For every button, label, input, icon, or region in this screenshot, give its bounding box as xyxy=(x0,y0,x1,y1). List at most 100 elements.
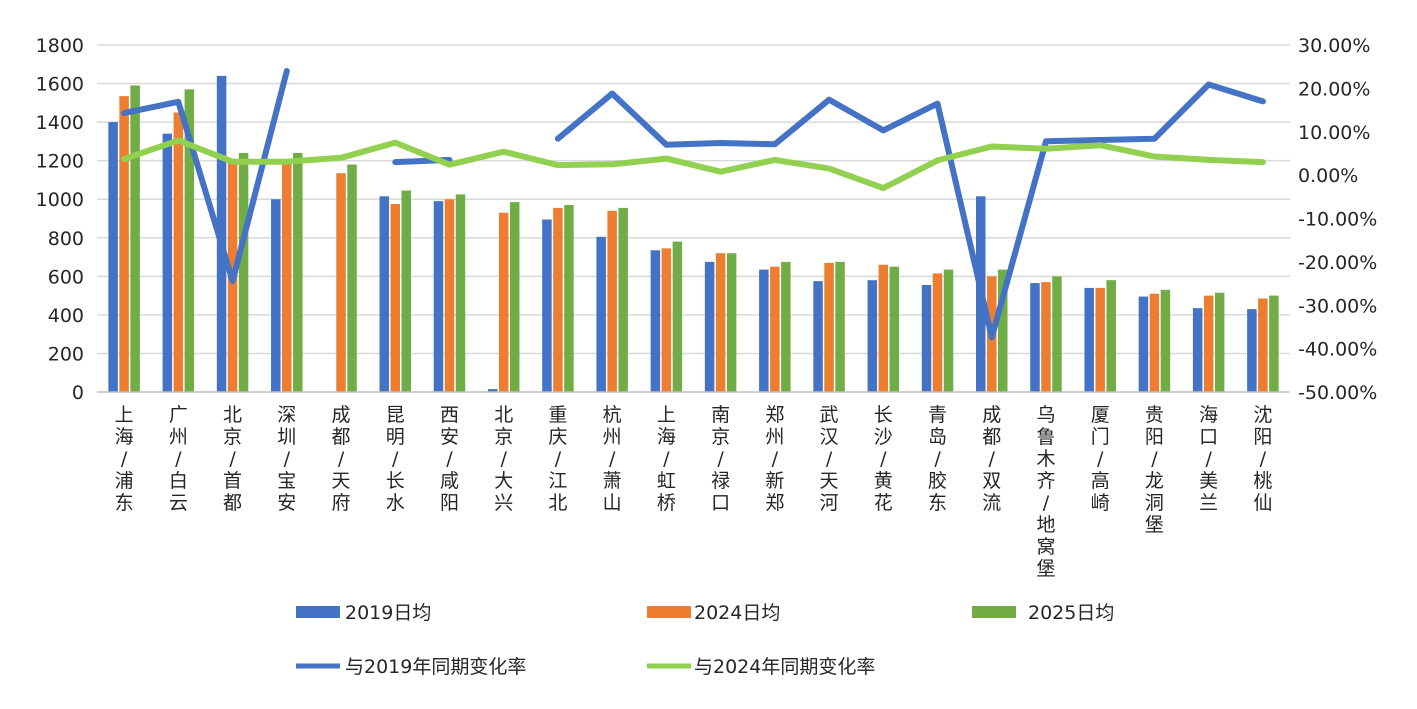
bar xyxy=(878,264,889,392)
bar xyxy=(564,205,574,392)
bar xyxy=(824,262,834,392)
bar xyxy=(650,250,661,392)
bar xyxy=(889,266,900,392)
bar xyxy=(1030,283,1040,392)
bar xyxy=(293,152,303,392)
bar xyxy=(1192,308,1203,392)
y-tick-label: 200 xyxy=(48,343,84,365)
bar xyxy=(1258,298,1268,392)
bar xyxy=(271,199,281,392)
bar xyxy=(542,219,552,392)
right-axis-ticks: -50.00% -40.00% -30.00% -20.00% -10.00% 0.00%… xyxy=(1298,35,1377,404)
bar xyxy=(455,194,466,392)
bar xyxy=(162,133,173,392)
bar xyxy=(1214,292,1225,392)
y2-tick-label: -30.00% xyxy=(1298,295,1377,317)
bar xyxy=(607,210,617,392)
legend-swatch xyxy=(972,606,1016,618)
bar xyxy=(672,241,683,392)
bar xyxy=(813,281,823,392)
category-label: 贵阳/龙洞堡 xyxy=(1145,404,1164,536)
line-series xyxy=(121,68,1266,341)
bar xyxy=(238,152,249,392)
bar-series xyxy=(108,75,1279,392)
bar xyxy=(282,161,292,392)
y-tick-label: 800 xyxy=(48,228,84,250)
legend-label: 与2024年同期变化率 xyxy=(694,656,875,678)
category-label: 重庆/江北 xyxy=(548,404,567,514)
y2-tick-label: -40.00% xyxy=(1298,339,1377,361)
bar xyxy=(444,199,455,392)
legend-swatch xyxy=(296,606,340,618)
category-label: 广州/白云 xyxy=(169,404,188,514)
bar xyxy=(618,207,628,392)
bar xyxy=(347,164,357,392)
bar xyxy=(509,202,520,392)
category-label: 沈阳/桃仙 xyxy=(1253,404,1272,514)
y2-tick-label: 30.00% xyxy=(1298,35,1370,57)
bar xyxy=(1095,287,1105,392)
bar xyxy=(596,236,606,392)
y2-tick-label: -20.00% xyxy=(1298,252,1377,274)
bar xyxy=(759,269,769,392)
bar xyxy=(943,269,954,392)
bar xyxy=(390,204,400,392)
bar xyxy=(1106,280,1116,392)
category-label: 郑州/新郑 xyxy=(765,404,784,514)
category-label: 成都/双流 xyxy=(982,404,1001,514)
bar xyxy=(216,75,227,392)
y2-tick-label: 20.00% xyxy=(1298,78,1370,100)
bar xyxy=(1247,309,1257,392)
bar xyxy=(119,96,129,392)
bar xyxy=(173,112,184,392)
category-label: 青岛/胶东 xyxy=(928,404,947,514)
y-tick-label: 1800 xyxy=(36,35,84,57)
y-tick-label: 0 xyxy=(72,382,84,404)
left-axis-ticks: 0 200 400 600 800 1000 1200 1400 1600 1800 xyxy=(36,35,84,404)
bar xyxy=(401,190,411,392)
y2-tick-label: -50.00% xyxy=(1298,382,1377,404)
bar xyxy=(498,212,509,392)
y-tick-label: 1000 xyxy=(36,189,84,211)
y2-tick-label: -10.00% xyxy=(1298,209,1377,231)
bar xyxy=(1269,295,1279,392)
category-label: 乌鲁木齐/地窝堡 xyxy=(1036,404,1055,580)
bar xyxy=(1084,287,1094,392)
bar xyxy=(661,248,672,392)
bar xyxy=(553,207,563,392)
bar xyxy=(1041,282,1051,392)
legend-label: 与2019年同期变化率 xyxy=(345,656,526,678)
category-label: 杭州/萧山 xyxy=(603,404,622,514)
y-tick-label: 1400 xyxy=(36,112,84,134)
series-line xyxy=(554,81,1266,341)
category-label: 海口/美兰 xyxy=(1199,404,1218,514)
y-tick-label: 1600 xyxy=(36,74,84,96)
category-label: 长沙/黄花 xyxy=(874,404,893,514)
bar xyxy=(835,261,845,392)
category-label: 上海/浦东 xyxy=(115,404,134,514)
y-tick-label: 600 xyxy=(48,266,84,288)
category-label: 西安/咸阳 xyxy=(440,404,459,514)
y-tick-label: 1200 xyxy=(36,151,84,173)
bar xyxy=(1138,296,1149,392)
category-label: 昆明/长水 xyxy=(386,404,405,514)
bar xyxy=(1052,276,1062,392)
bar xyxy=(1160,289,1171,392)
series-line xyxy=(121,68,290,284)
category-label: 成都/天府 xyxy=(332,404,351,514)
bar xyxy=(379,196,389,392)
bar xyxy=(704,261,715,392)
category-label: 厦门/高崎 xyxy=(1091,404,1110,514)
y2-tick-label: 10.00% xyxy=(1298,122,1370,144)
bar xyxy=(130,85,140,392)
category-label: 武汉/天河 xyxy=(820,404,839,514)
bar xyxy=(487,389,498,392)
y2-tick-label: 0.00% xyxy=(1298,165,1358,187)
category-label: 深圳/宝安 xyxy=(277,404,296,514)
legend-label: 2025日均 xyxy=(1028,602,1114,624)
category-label: 上海/虹桥 xyxy=(657,404,676,514)
bar xyxy=(932,273,943,392)
bar xyxy=(433,201,444,392)
